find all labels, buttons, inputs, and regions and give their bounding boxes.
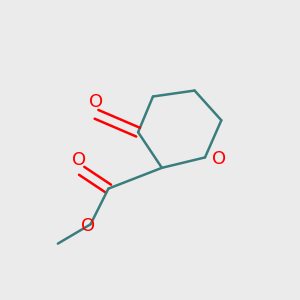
Text: O: O xyxy=(89,93,103,111)
Text: O: O xyxy=(72,151,86,169)
Text: O: O xyxy=(212,150,226,168)
Text: O: O xyxy=(80,217,94,235)
